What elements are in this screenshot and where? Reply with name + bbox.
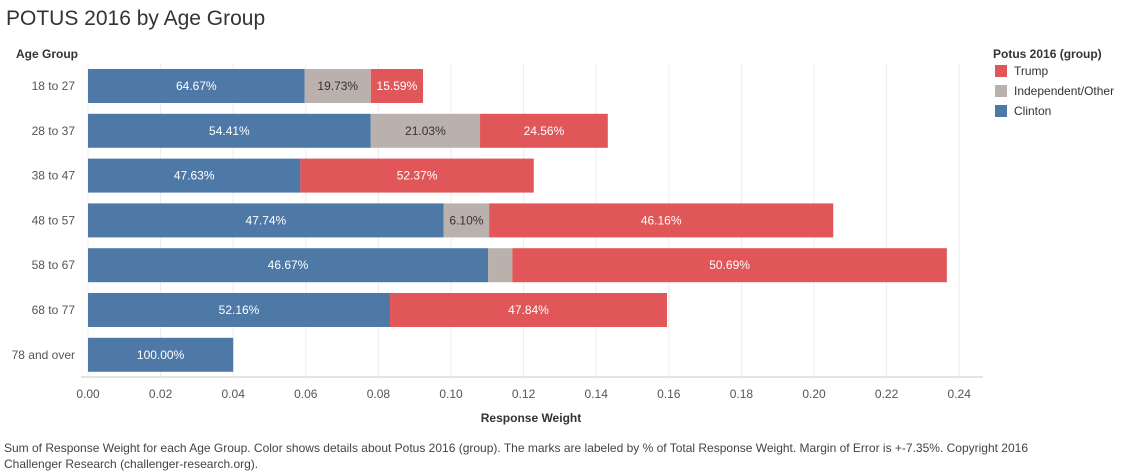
legend-swatch-clinton[interactable] — [995, 105, 1007, 117]
bars: 64.67% 19.73% 15.59% 54.41% 21.03% 24.56% 47.6… — [88, 69, 947, 372]
bar-clinton-78-and-over[interactable] — [88, 337, 234, 372]
legend-label-clinton[interactable]: Clinton — [1014, 104, 1051, 118]
x-tick-label: 0.20 — [802, 387, 826, 401]
bar-trump-58-to-67[interactable] — [512, 248, 947, 283]
legend-label-independent-other[interactable]: Independent/Other — [1014, 84, 1114, 98]
bar-trump-18-to-27[interactable] — [370, 69, 424, 103]
row-label-68-to-77: 68 to 77 — [32, 303, 76, 317]
data-label-trump-18-to-27: 15.59% — [377, 79, 418, 93]
data-label-trump-48-to-57: 46.16% — [641, 213, 682, 227]
x-tick-label: 0.14 — [585, 387, 609, 401]
row-label-48-to-57: 48 to 57 — [32, 213, 76, 227]
bar-clinton-48-to-57[interactable] — [88, 203, 444, 238]
footnote: Sum of Response Weight for each Age Grou… — [4, 441, 1028, 471]
data-label-independent-other-18-to-27: 19.73% — [317, 79, 358, 93]
stacked-bar-chart: 64.67% 19.73% 15.59% 54.41% 21.03% 24.56% 47.6… — [12, 47, 1114, 425]
data-label-clinton-18-to-27: 64.67% — [176, 79, 217, 93]
bar-clinton-28-to-37[interactable] — [88, 113, 371, 148]
data-label-clinton-78-and-over: 100.00% — [137, 348, 185, 362]
bar-independent-other-18-to-27[interactable] — [304, 69, 371, 103]
bar-clinton-58-to-67[interactable] — [88, 248, 489, 283]
x-tick-label: 0.06 — [294, 387, 318, 401]
row-header: Age Group — [16, 47, 78, 61]
data-label-trump-28-to-37: 24.56% — [524, 124, 565, 138]
bar-independent-other-28-to-37[interactable] — [370, 113, 481, 148]
bar-clinton-18-to-27[interactable] — [88, 69, 305, 103]
data-label-trump-58-to-67: 50.69% — [709, 258, 750, 272]
x-tick-label: 0.04 — [222, 387, 246, 401]
legend-title: Potus 2016 (group) — [993, 47, 1102, 61]
chart-title: POTUS 2016 by Age Group — [6, 7, 266, 30]
row-label-78-and-over: 78 and over — [12, 348, 75, 362]
data-label-clinton-38-to-47: 47.63% — [174, 169, 215, 183]
row-label-38-to-47: 38 to 47 — [32, 169, 76, 183]
x-tick-label: 0.10 — [439, 387, 463, 401]
bar-independent-other-48-to-57[interactable] — [443, 203, 490, 238]
legend: Potus 2016 (group) Trump Independent/Other… — [993, 47, 1114, 118]
row-labels: Age Group 18 to 27 28 to 37 38 to 47 48 to 5… — [12, 47, 78, 362]
data-label-trump-38-to-47: 52.37% — [397, 169, 438, 183]
data-label-trump-68-to-77: 47.84% — [508, 303, 549, 317]
data-label-clinton-68-to-77: 52.16% — [219, 303, 260, 317]
bar-independent-other-58-to-67[interactable] — [488, 248, 513, 283]
bar-trump-38-to-47[interactable] — [300, 158, 534, 193]
data-label-clinton-58-to-67: 46.67% — [268, 258, 309, 272]
legend-swatch-independent-other[interactable] — [995, 85, 1007, 97]
row-label-28-to-37: 28 to 37 — [32, 124, 76, 138]
data-label-independent-other-28-to-37: 21.03% — [405, 124, 446, 138]
x-tick-label: 0.02 — [149, 387, 173, 401]
legend-label-trump[interactable]: Trump — [1014, 64, 1049, 78]
bar-trump-68-to-77[interactable] — [390, 293, 667, 327]
legend-swatch-trump[interactable] — [995, 65, 1007, 77]
row-label-58-to-67: 58 to 67 — [32, 258, 76, 272]
x-tick-label: 0.08 — [367, 387, 391, 401]
x-tick-label: 0.12 — [512, 387, 536, 401]
x-tick-label: 0.24 — [948, 387, 972, 401]
data-label-clinton-48-to-57: 47.74% — [246, 213, 287, 227]
data-label-independent-other-48-to-57: 6.10% — [449, 213, 483, 227]
bar-trump-48-to-57[interactable] — [489, 203, 834, 238]
x-tick-label: 0.00 — [76, 387, 100, 401]
bar-clinton-38-to-47[interactable] — [88, 158, 301, 193]
bar-trump-28-to-37[interactable] — [480, 113, 608, 148]
x-tick-label: 0.16 — [657, 387, 681, 401]
x-tick-label: 0.18 — [730, 387, 754, 401]
bar-clinton-68-to-77[interactable] — [88, 293, 391, 327]
row-label-18-to-27: 18 to 27 — [32, 79, 76, 93]
x-tick-label: 0.22 — [875, 387, 899, 401]
data-label-clinton-28-to-37: 54.41% — [209, 124, 250, 138]
x-axis-title: Response Weight — [481, 411, 581, 425]
x-axis: 0.00 0.02 0.04 0.06 0.08 0.10 0.12 0.14 0.16 0.18… — [76, 376, 983, 425]
